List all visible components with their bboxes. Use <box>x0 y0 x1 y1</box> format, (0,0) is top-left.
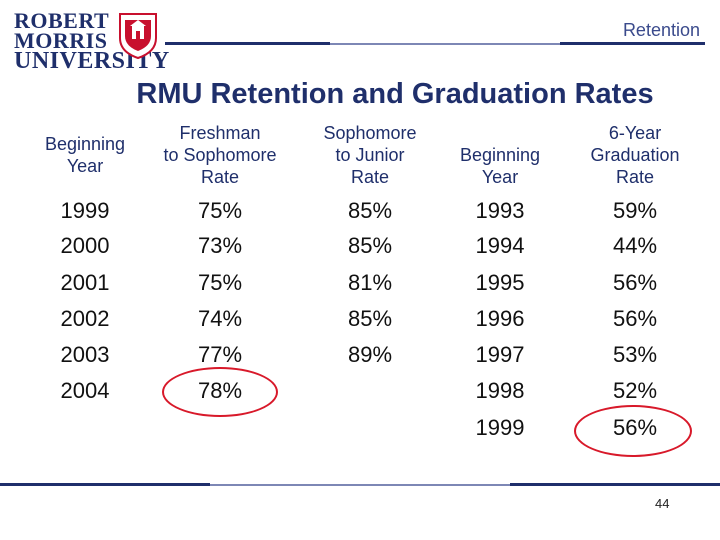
table-cell: 1998 <box>475 378 525 403</box>
col-header-sophomore-rate: Sophomore to Junior Rate <box>323 123 417 187</box>
table-cell: 2003 <box>60 342 110 367</box>
table-cell: 53% <box>612 342 658 367</box>
header-rule <box>165 42 330 45</box>
table-cell: 89% <box>347 342 393 367</box>
table-cell: 56% <box>612 270 658 295</box>
page-number: 44 <box>655 496 670 511</box>
header-rule <box>330 43 560 45</box>
table-cell: 1993 <box>475 198 525 223</box>
table-cell: 44% <box>612 233 658 258</box>
university-seal-icon <box>119 13 157 60</box>
table-cell: 85% <box>347 198 393 223</box>
col-header-beginning-year-2: Beginning Year <box>459 145 541 187</box>
table-cell: 2004 <box>60 378 110 403</box>
logo-line-morris: MORRIS <box>14 28 108 53</box>
col-header-beginning-year: Beginning Year <box>44 134 126 176</box>
table-cell: 1995 <box>475 270 525 295</box>
footer-rule <box>510 483 720 486</box>
section-label: Retention <box>622 20 700 40</box>
table-cell: 1997 <box>475 342 525 367</box>
table-cell: 1996 <box>475 306 525 331</box>
highlight-circle <box>162 367 278 417</box>
table-cell: 81% <box>347 270 393 295</box>
table-cell: 2001 <box>60 270 110 295</box>
table-cell: 74% <box>197 306 243 331</box>
table-cell: 52% <box>612 378 658 403</box>
col-header-graduation-rate: 6-Year Graduation Rate <box>590 123 680 187</box>
footer-rule <box>0 483 210 486</box>
table-cell: 85% <box>347 233 393 258</box>
table-cell: 56% <box>612 306 658 331</box>
table-cell: 1999 <box>60 198 110 223</box>
slide-title: RMU Retention and Graduation Rates <box>136 78 654 110</box>
table-cell: 75% <box>197 270 243 295</box>
table-cell: 75% <box>197 198 243 223</box>
footer-rule <box>210 484 510 486</box>
table-cell: 2000 <box>60 233 110 258</box>
logo-line-robert: ROBERT <box>14 8 110 33</box>
highlight-circle <box>574 405 692 457</box>
col-header-freshman-rate: Freshman to Sophomore Rate <box>163 123 277 187</box>
university-logo: ROBERT MORRIS UNIVERSITY <box>14 8 174 74</box>
table-cell: 1994 <box>475 233 525 258</box>
table-cell: 73% <box>197 233 243 258</box>
header-rule <box>560 42 705 45</box>
table-cell: 2002 <box>60 306 110 331</box>
table-cell: 1999 <box>475 415 525 440</box>
table-cell: 85% <box>347 306 393 331</box>
table-cell: 59% <box>612 198 658 223</box>
table-cell: 77% <box>197 342 243 367</box>
